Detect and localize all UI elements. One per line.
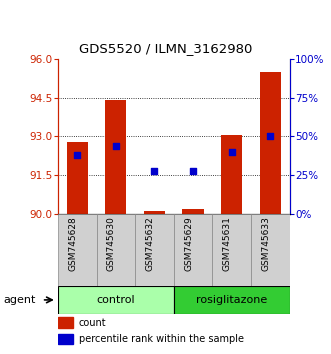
Bar — [67, 142, 88, 214]
Bar — [221, 135, 242, 214]
Point — [152, 168, 157, 173]
Bar — [58, 317, 73, 328]
Point — [74, 152, 80, 158]
Text: GDS5520 / ILMN_3162980: GDS5520 / ILMN_3162980 — [79, 42, 252, 55]
Text: count: count — [79, 318, 106, 327]
Bar — [58, 334, 73, 344]
Bar — [135, 214, 174, 286]
Bar — [97, 214, 135, 286]
Text: GSM745630: GSM745630 — [107, 216, 116, 271]
Bar — [213, 214, 251, 286]
Point — [190, 168, 196, 173]
Text: GSM745632: GSM745632 — [145, 216, 155, 271]
Bar — [174, 214, 213, 286]
Text: rosiglitazone: rosiglitazone — [196, 295, 267, 305]
Text: GSM745628: GSM745628 — [68, 216, 77, 271]
Bar — [182, 209, 204, 214]
Text: GSM745633: GSM745633 — [261, 216, 270, 271]
Point — [229, 149, 234, 155]
Text: agent: agent — [3, 295, 36, 305]
Point — [113, 143, 118, 149]
Text: GSM745629: GSM745629 — [184, 216, 193, 271]
Point — [268, 133, 273, 139]
Text: control: control — [97, 295, 135, 305]
Bar — [58, 214, 97, 286]
Bar — [174, 286, 290, 314]
Text: percentile rank within the sample: percentile rank within the sample — [79, 334, 244, 344]
Bar — [251, 214, 290, 286]
Text: GSM745631: GSM745631 — [223, 216, 232, 271]
Bar — [105, 100, 126, 214]
Bar — [58, 286, 174, 314]
Bar — [144, 211, 165, 214]
Bar — [260, 72, 281, 214]
